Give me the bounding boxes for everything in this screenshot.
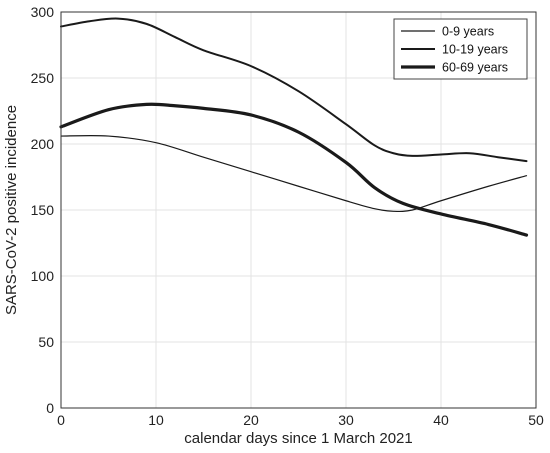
x-tick-label: 50 — [528, 412, 544, 428]
axes-frame — [60, 11, 537, 409]
y-tick-label: 100 — [31, 268, 55, 284]
x-axis-label: calendar days since 1 March 2021 — [184, 430, 412, 447]
y-tick-label: 150 — [31, 202, 55, 218]
y-tick-label: 50 — [38, 334, 54, 350]
y-tick-label: 250 — [31, 70, 55, 86]
tick-labels: 0 10 20 30 40 50 0 50 100 150 200 250 300 — [31, 4, 544, 428]
series-line-3 — [59, 102, 529, 237]
y-axis-label: SARS-CoV-2 positive incidence — [3, 105, 20, 315]
x-tick-label: 30 — [338, 412, 354, 428]
y-tick-label: 200 — [31, 136, 55, 152]
series-group — [59, 17, 529, 237]
x-tick-label: 0 — [57, 412, 65, 428]
legend-label: 10-19 years — [442, 43, 508, 57]
legend-label: 0-9 years — [442, 25, 494, 39]
y-tick-label: 300 — [31, 4, 55, 20]
series-line-1 — [60, 134, 528, 213]
x-tick-label: 20 — [243, 412, 259, 428]
x-tick-label: 10 — [148, 412, 164, 428]
legend-label: 60-69 years — [442, 61, 508, 75]
legend: 0-9 years 10-19 years 60-69 years — [393, 18, 528, 80]
x-tick-label: 40 — [433, 412, 449, 428]
series-line-2 — [60, 17, 528, 163]
y-tick-label: 0 — [46, 400, 54, 416]
